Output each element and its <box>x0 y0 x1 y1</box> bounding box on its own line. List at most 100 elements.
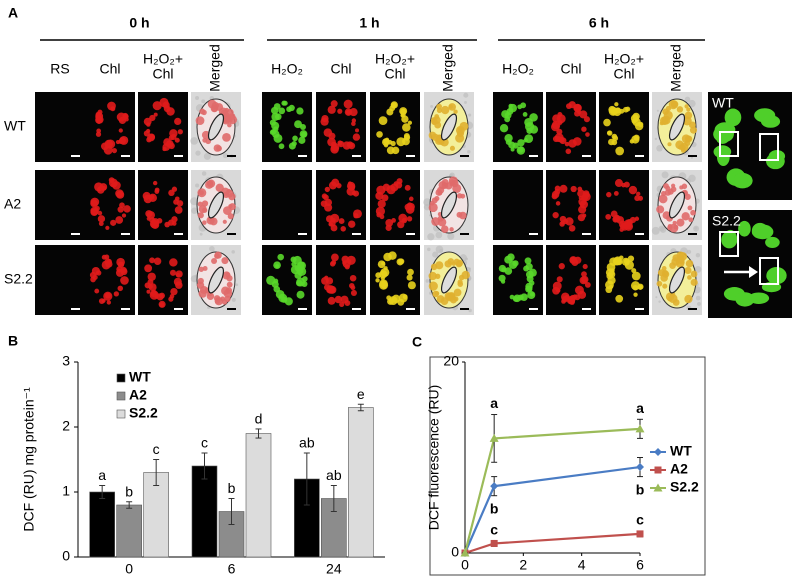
organelle <box>347 181 353 186</box>
organelle <box>215 183 224 193</box>
organelle <box>432 290 439 298</box>
organelle <box>523 265 530 272</box>
micrograph <box>546 170 596 240</box>
organelle <box>110 106 116 112</box>
organelle <box>383 266 388 271</box>
organelle <box>294 120 302 129</box>
organelle <box>685 259 694 268</box>
organelle <box>678 144 683 150</box>
bar <box>191 465 218 558</box>
organelle <box>170 287 178 296</box>
organelle <box>328 222 334 227</box>
organelle <box>158 300 166 308</box>
organelle <box>146 289 151 294</box>
organelle <box>627 255 635 262</box>
organelle <box>347 259 352 264</box>
organelle <box>407 281 416 290</box>
significance-letter: b <box>636 481 645 497</box>
organelle <box>522 111 528 117</box>
inset-chloroplast <box>733 173 748 187</box>
organelle <box>196 281 205 289</box>
organelle <box>579 200 589 209</box>
inset-chloroplast <box>716 148 730 166</box>
texture <box>697 301 701 306</box>
texture <box>201 171 207 176</box>
organelle <box>690 278 698 286</box>
organelle <box>606 130 613 136</box>
texture <box>467 150 471 154</box>
organelle <box>629 139 635 144</box>
organelle <box>581 126 587 132</box>
micrograph <box>599 170 649 240</box>
organelle <box>516 146 526 155</box>
organelle <box>686 107 691 112</box>
organelle <box>90 197 100 207</box>
organelle <box>572 137 582 146</box>
organelle <box>269 119 276 126</box>
inset-chloroplast <box>748 292 770 304</box>
organelle <box>349 274 357 282</box>
organelle <box>168 135 174 141</box>
significance-letter: c <box>636 512 644 528</box>
organelle <box>222 132 231 142</box>
image-background <box>316 92 366 162</box>
organelle <box>584 281 591 288</box>
organelle <box>408 196 414 202</box>
organelle <box>228 193 236 201</box>
organelle <box>404 184 411 191</box>
organelle <box>565 148 572 155</box>
organelle <box>327 105 336 114</box>
organelle <box>612 135 619 142</box>
organelle <box>561 292 570 302</box>
inset-chloroplast <box>738 220 751 237</box>
organelle <box>355 128 360 133</box>
organelle <box>632 117 641 127</box>
organelle <box>431 133 439 141</box>
panel-label: C <box>412 334 422 350</box>
organelle <box>214 298 221 304</box>
organelle <box>456 193 463 199</box>
organelle <box>149 114 156 122</box>
organelle <box>95 114 101 121</box>
texture <box>191 207 198 214</box>
organelle <box>456 259 464 267</box>
organelle <box>121 213 127 218</box>
organelle <box>616 259 623 266</box>
organelle <box>118 128 123 133</box>
organelle <box>298 136 306 144</box>
organelle <box>453 288 462 297</box>
significance-letter: c <box>201 435 208 451</box>
organelle <box>441 178 449 186</box>
significance-letter: ab <box>326 467 342 483</box>
organelle <box>637 284 643 290</box>
organelle <box>118 116 127 125</box>
organelle <box>628 185 638 195</box>
significance-letter: a <box>98 467 106 483</box>
pore <box>668 266 686 294</box>
texture <box>209 246 215 252</box>
x-tick-label: 6 <box>636 557 644 573</box>
y-axis-label: DCF (RU) mg protein⁻¹ <box>21 387 37 532</box>
micrograph <box>190 92 241 162</box>
texture <box>686 249 692 255</box>
organelle <box>353 209 362 219</box>
texture <box>425 279 429 283</box>
organelle <box>292 255 302 265</box>
organelle <box>526 275 534 283</box>
organelle <box>270 128 277 135</box>
organelle <box>614 107 622 114</box>
organelle <box>156 218 163 224</box>
organelle <box>552 135 560 143</box>
organelle <box>402 123 411 132</box>
organelle <box>337 108 343 114</box>
organelle <box>667 188 674 195</box>
marker <box>654 466 662 474</box>
image-background <box>493 170 543 240</box>
organelle <box>569 256 577 264</box>
texture <box>658 225 665 232</box>
organelle <box>388 251 397 260</box>
image-background <box>262 170 312 240</box>
micrograph <box>316 245 366 315</box>
organelle <box>616 216 625 224</box>
column-label: Merged <box>207 44 223 91</box>
